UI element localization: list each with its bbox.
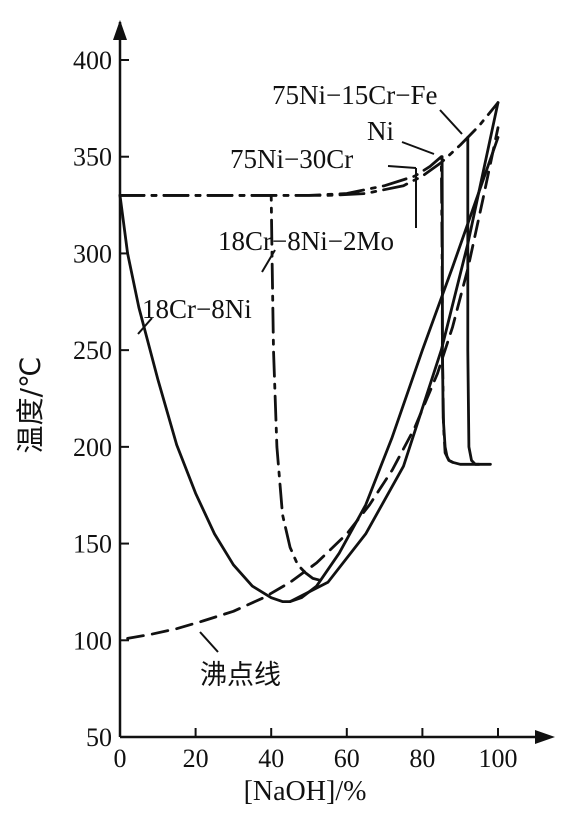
label-18cr-8ni: 18Cr−8Ni bbox=[142, 294, 252, 324]
y-tick-label: 300 bbox=[73, 239, 112, 268]
y-tick-label: 200 bbox=[73, 433, 112, 462]
leader-18cr-8ni bbox=[137, 317, 153, 335]
leader-75ni-15cr-fe bbox=[439, 109, 463, 135]
annotations: 75Ni−15Cr−Fe Ni 75Ni−30Cr 18Cr−8Ni−2Mo 1… bbox=[142, 80, 437, 691]
x-tick-label: 0 bbox=[114, 744, 127, 773]
label-ni: Ni bbox=[367, 116, 394, 146]
leader-ni bbox=[401, 141, 435, 155]
x-tick-label: 80 bbox=[409, 744, 435, 773]
tick-labels: 0 20 40 60 80 100 50 100 150 200 250 300 350 400 bbox=[73, 46, 518, 773]
axes bbox=[113, 20, 555, 744]
x-tick-label: 20 bbox=[183, 744, 209, 773]
x-tick-label: 100 bbox=[479, 744, 518, 773]
y-tick-label: 150 bbox=[73, 530, 112, 559]
y-tick-label: 400 bbox=[73, 46, 112, 75]
series-line-7 bbox=[288, 101, 500, 603]
leader-75ni-30cr bbox=[387, 165, 417, 169]
x-axis-title: [NaOH]/% bbox=[244, 776, 367, 807]
leader-boiling bbox=[199, 631, 219, 653]
y-axis-title: 温度/℃ bbox=[14, 357, 47, 454]
series-layer bbox=[118, 101, 500, 640]
y-tick-label: 250 bbox=[73, 336, 112, 365]
x-axis-arrow bbox=[535, 730, 555, 744]
series-line-0 bbox=[118, 135, 500, 603]
y-tick-label: 100 bbox=[73, 626, 112, 655]
label-18cr-8ni-2mo: 18Cr−8Ni−2Mo bbox=[218, 226, 394, 256]
leader-18cr-8ni-2mo bbox=[261, 249, 276, 273]
y-tick-label: 50 bbox=[86, 723, 112, 752]
series-line-4 bbox=[118, 101, 500, 197]
leaders bbox=[137, 109, 463, 653]
x-tick-label: 60 bbox=[334, 744, 360, 773]
series-line-5 bbox=[466, 135, 481, 466]
label-75ni-30cr: 75Ni−30Cr bbox=[230, 144, 353, 174]
x-tick-label: 40 bbox=[258, 744, 284, 773]
series-line-6 bbox=[126, 126, 500, 640]
label-boiling-line: 沸点线 bbox=[200, 660, 281, 691]
label-75ni-15cr-fe: 75Ni−15Cr−Fe bbox=[272, 80, 437, 110]
y-axis-arrow bbox=[113, 20, 127, 40]
y-tick-label: 350 bbox=[73, 143, 112, 172]
